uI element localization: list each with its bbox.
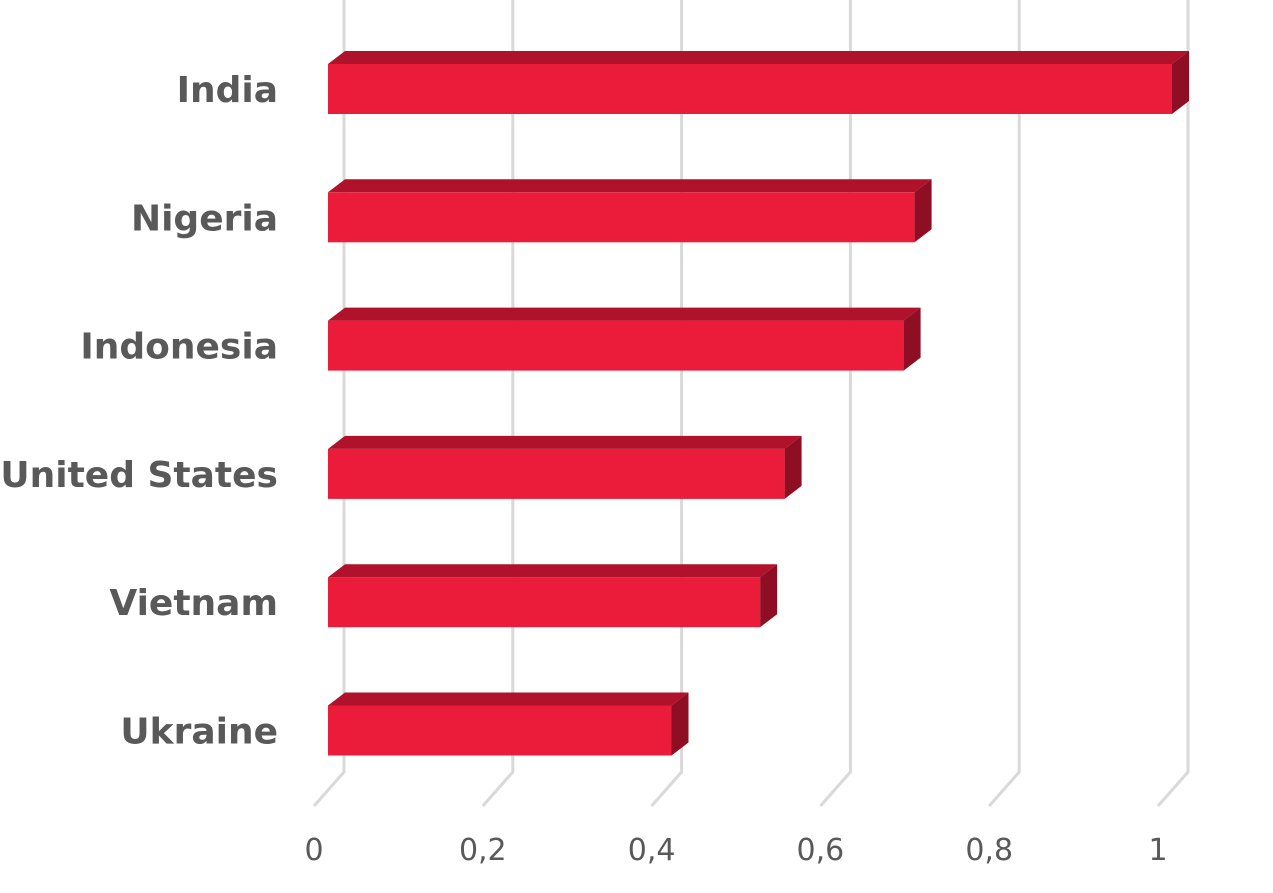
category-label: United States (0, 455, 278, 496)
x-tick-label: 0,8 (965, 833, 1013, 868)
category-label: Indonesia (80, 327, 278, 368)
bar-front-face (328, 705, 672, 756)
x-tick-label: 0,2 (459, 833, 507, 868)
gridline (312, 0, 346, 807)
gridline (1156, 0, 1190, 807)
bar-front-face (328, 448, 785, 499)
bar (328, 307, 921, 371)
bar-top-face (328, 179, 932, 193)
category-label: Nigeria (131, 198, 278, 239)
bar-side-face (903, 307, 921, 371)
category-label: Vietnam (109, 583, 278, 624)
gridline (988, 0, 1021, 807)
category-label: Ukraine (120, 712, 278, 753)
gridline (481, 0, 515, 807)
bar (328, 692, 689, 756)
bar-top-face (328, 564, 778, 578)
x-tick-labels: 0 0,2 0,4 0,6 0,8 1 (304, 833, 1167, 868)
bar-top-face (328, 307, 921, 321)
x-tick-label: 0 (304, 833, 323, 868)
bar-side-face (914, 179, 932, 243)
bar-top-face (328, 692, 689, 706)
category-labels: India Nigeria Indonesia United States Vietna… (0, 70, 278, 753)
bar-front-face (328, 64, 1172, 114)
bar-side-face (1172, 51, 1189, 114)
x-tick-label: 1 (1148, 833, 1167, 868)
gridline (819, 0, 852, 807)
bar-side-face (784, 435, 802, 499)
category-label: India (177, 70, 278, 111)
bar-front-face (328, 320, 904, 371)
bar (328, 51, 1189, 114)
bar (328, 564, 778, 628)
bar-side-face (671, 692, 689, 756)
gridline (650, 0, 684, 807)
bar-top-face (328, 51, 1189, 64)
bar-side-face (760, 564, 778, 628)
x-tick-label: 0,4 (628, 833, 676, 868)
x-tick-label: 0,6 (797, 833, 845, 868)
bar (328, 435, 802, 499)
bar (328, 179, 932, 243)
bars (328, 51, 1189, 756)
bar-front-face (328, 577, 761, 628)
bar-top-face (328, 435, 802, 449)
bar-front-face (328, 192, 915, 243)
gridlines (312, 0, 1190, 807)
